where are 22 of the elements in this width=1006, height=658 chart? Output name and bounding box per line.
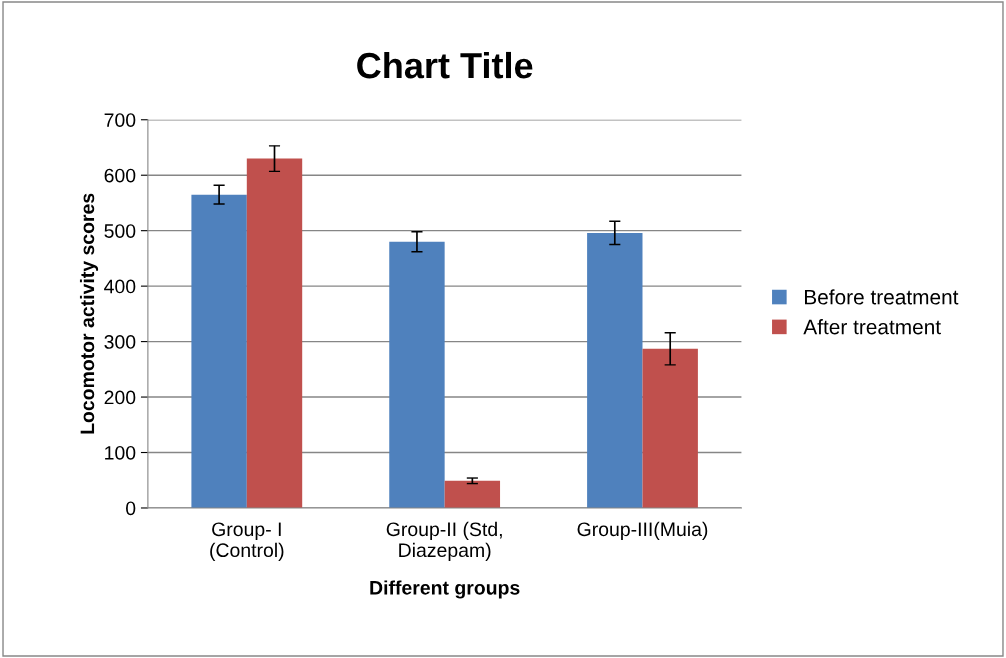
bar <box>389 241 445 508</box>
y-tick-label: 300 <box>104 335 136 349</box>
legend-label: Before treatment <box>805 289 959 305</box>
x-axis-title: Different groups <box>370 580 520 599</box>
y-tick-label: 100 <box>105 445 136 460</box>
x-tick-label: Group-II (Std, Diazepam) <box>386 521 502 561</box>
bar <box>642 348 698 508</box>
legend-label: After treatment <box>803 319 941 335</box>
y-tick-label: 0 <box>126 501 136 516</box>
y-tick-label: 600 <box>104 168 136 183</box>
y-tick-label: 500 <box>104 224 136 238</box>
x-tick-label: Group-III(Muia) <box>577 521 708 540</box>
bar <box>191 194 247 508</box>
bar <box>587 232 643 508</box>
y-tick-label: 400 <box>104 279 136 294</box>
bar <box>444 480 501 508</box>
bar <box>246 158 303 508</box>
y-tick-label: 200 <box>104 390 136 405</box>
y-tick-label: 700 <box>104 113 136 127</box>
x-tick-label: Group- I (Control) <box>210 522 284 561</box>
chart-title: Chart Title <box>357 51 533 79</box>
y-axis-title: Locomotor activity scores <box>79 193 99 434</box>
